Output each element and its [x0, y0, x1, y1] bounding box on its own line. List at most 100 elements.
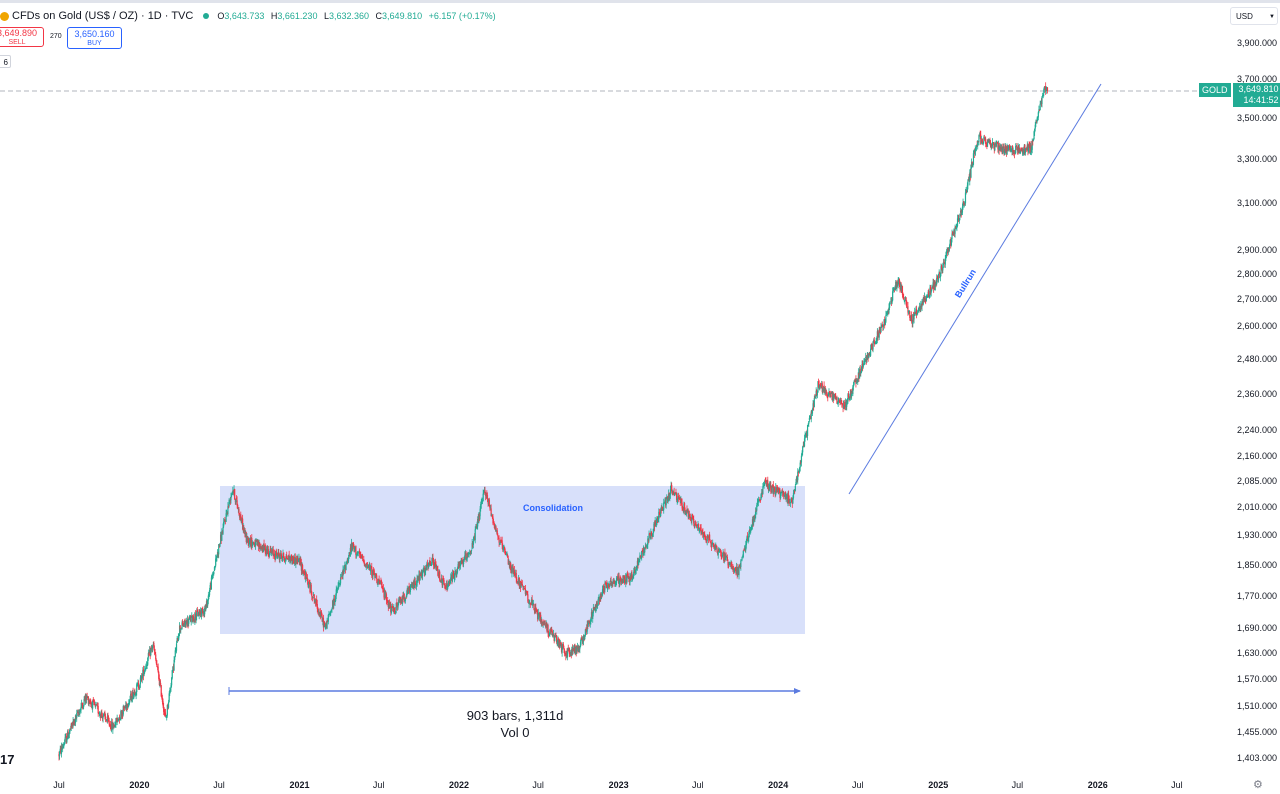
candle-body [331, 600, 334, 608]
candle-body [92, 700, 94, 709]
candle-body [445, 588, 447, 589]
candle-body [594, 606, 596, 611]
settings-icon[interactable]: ⚙ [1253, 779, 1263, 791]
candle-body [1005, 145, 1007, 153]
candle-body [588, 620, 590, 623]
candle-body [526, 591, 528, 596]
candle-body [199, 611, 201, 614]
candle-body [865, 357, 867, 361]
candle-body [977, 141, 979, 146]
candle-body [320, 612, 322, 618]
candle-body [814, 397, 816, 399]
time-tick-label: Jul [852, 780, 864, 790]
candle-body [619, 578, 621, 581]
candle-body [412, 582, 414, 586]
price-tick-label: 2,480.000 [1237, 354, 1277, 364]
candle-body [484, 490, 486, 495]
candle-body [189, 617, 191, 618]
indicators-toggle[interactable]: 6 [0, 55, 11, 68]
candle-body [499, 542, 501, 544]
candle-body [955, 226, 957, 229]
candle-body [330, 610, 332, 614]
time-axis[interactable]: Jul 2020 Jul 2021 Jul 2022 Jul 2023 Jul 2024 Jul 20… [53, 780, 1182, 790]
candle-body [972, 153, 975, 165]
candle-body [580, 637, 582, 642]
candle-body [440, 578, 443, 583]
candle-body [797, 471, 799, 481]
candle-body [490, 508, 492, 516]
candle-body [447, 585, 449, 589]
candle-body [968, 178, 970, 181]
candle-body [96, 705, 98, 707]
candle-body [308, 583, 310, 584]
candle-body [294, 557, 296, 564]
candle-body [305, 572, 307, 580]
sell-button[interactable]: 3,649.890 SELL [0, 27, 44, 47]
candle-body [516, 578, 518, 583]
candle-body [167, 701, 170, 708]
candle-body [623, 576, 626, 583]
candle-body [672, 490, 674, 494]
candle-body [670, 485, 672, 489]
candle-body [184, 619, 186, 625]
candle-body [638, 560, 640, 565]
candle-body [298, 557, 300, 562]
candle-body [707, 535, 709, 539]
candle-body [203, 611, 205, 614]
candle-body [686, 509, 688, 512]
bullrun-trendline[interactable] [848, 83, 1102, 495]
candle-body [273, 554, 275, 556]
candle-body [923, 296, 926, 301]
candle-body [343, 570, 345, 572]
candle-body [823, 385, 825, 393]
candle-body [847, 394, 849, 401]
candle-body [856, 380, 858, 382]
candle-body [627, 576, 629, 578]
candle-body [610, 580, 612, 585]
currency-select[interactable]: USD ▼ [1230, 7, 1278, 25]
candle-body [669, 488, 672, 495]
price-tick-label: 2,800.000 [1237, 269, 1277, 279]
price-axis[interactable]: 3,900.0003,700.0003,500.0003,300.0003,10… [1237, 38, 1277, 763]
consolidation-zone[interactable] [220, 486, 805, 634]
candle-body [472, 543, 474, 545]
candle-body [502, 546, 504, 551]
candle-body [1012, 146, 1014, 153]
candle-body [428, 562, 430, 568]
candle-body [865, 356, 867, 359]
candle-body [248, 537, 250, 545]
candle-body [812, 403, 814, 408]
candle-body [755, 510, 757, 512]
candle-body [825, 391, 827, 393]
candle-body [822, 386, 825, 389]
candle-body [319, 611, 321, 618]
candle-body [946, 250, 948, 253]
price-tick-label: 2,010.000 [1237, 502, 1277, 512]
candle-body [100, 712, 102, 718]
candle-body [231, 491, 233, 493]
candle-body [339, 577, 342, 584]
candle-body [205, 601, 208, 607]
candle-body [397, 602, 399, 608]
candle-body [639, 555, 642, 557]
price-tick-label: 2,700.000 [1237, 294, 1277, 304]
market-open-icon [203, 13, 210, 19]
candle-body [945, 251, 948, 257]
candle-body [648, 533, 650, 541]
candle-body [1042, 95, 1044, 97]
candle-body [863, 360, 865, 365]
candle-body [730, 561, 732, 566]
candle-body [62, 747, 64, 749]
candle-body [367, 567, 369, 568]
candle-body [303, 571, 305, 573]
candle-body [543, 621, 545, 625]
candle-body [994, 143, 997, 145]
candle-body [308, 582, 310, 588]
candle-body [933, 282, 935, 289]
candle-body [852, 384, 855, 387]
buy-button[interactable]: 3,650.160 BUY [67, 27, 122, 49]
candle-body [692, 518, 694, 520]
symbol-title[interactable]: CFDs on Gold (US$ / OZ) · 1D · TVC [12, 10, 194, 22]
candle-body [681, 502, 683, 509]
